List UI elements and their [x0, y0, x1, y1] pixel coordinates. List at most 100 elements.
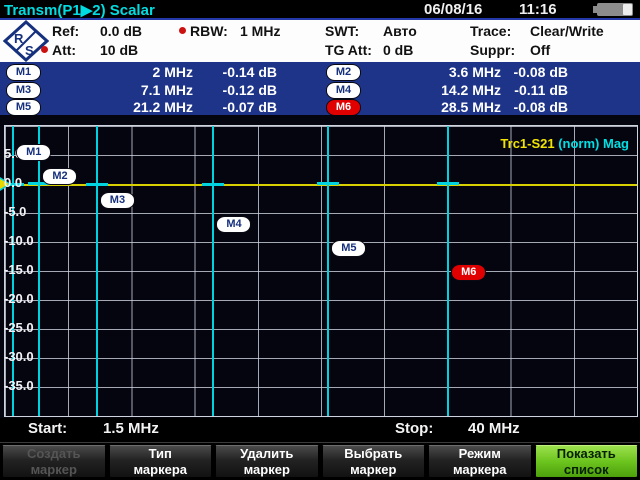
softkey-label-line: список	[563, 461, 609, 477]
marker-trace-point-m1	[2, 183, 25, 186]
chart-area: Trc1-S21 (norm) Mag M1 M2 M3 M4 M5 M6 5.0 0.0-…	[0, 115, 640, 418]
svg-text:R: R	[14, 31, 24, 46]
rohde-schwarz-logo-icon: R S	[3, 20, 49, 62]
softkey-label-line: маркер	[350, 461, 397, 477]
setting-value: Clear/Write	[530, 23, 604, 39]
marker-trace-point-m5	[317, 182, 340, 185]
setting-value: Off	[530, 42, 551, 58]
trace-name-label: Trc1-S21	[500, 136, 555, 151]
chart-marker-badge-m2[interactable]: M2	[42, 168, 78, 185]
marker-badge-m2[interactable]: M2	[326, 64, 361, 81]
softkey-5[interactable]: Режим маркера	[428, 445, 532, 478]
marker-level: -0.08 dB	[513, 64, 568, 80]
marker-trace-point-m2	[28, 182, 51, 185]
y-axis-tick-label: -35.0	[4, 378, 34, 393]
softkey-2[interactable]: Тип маркера	[108, 445, 212, 478]
trace-mode-label: (norm) Mag	[554, 136, 629, 151]
marker-frequency: 28.5 MHz	[441, 99, 501, 115]
setting-label: Trace:	[470, 23, 512, 39]
battery-icon	[593, 3, 633, 16]
marker-badge-m4[interactable]: M4	[326, 81, 361, 99]
setting-value: 10 dB	[100, 42, 139, 58]
start-freq-value: 1.5 MHz	[103, 420, 159, 437]
marker-badge-m5[interactable]: M5	[6, 99, 41, 116]
marker-trace-point-m3	[85, 183, 108, 186]
measurement-title: Transm(P1▶2) Scalar	[4, 2, 155, 19]
marker-badge-m1[interactable]: M1	[6, 64, 41, 81]
marker-level: -0.14 dB	[222, 64, 277, 80]
settings-header: R S Ref: 0.0 dB RBW: 1 MHz SWT: Авто Trace: Cle…	[0, 20, 640, 62]
setting-value: 0.0 dB	[100, 23, 143, 39]
title-bar: Transm(P1▶2) Scalar 06/08/16 11:16	[0, 0, 640, 20]
chart-marker-badge-m3[interactable]: M3	[99, 192, 135, 209]
y-axis-tick-label: -25.0	[4, 320, 34, 335]
stop-freq-label: Stop:	[395, 420, 434, 437]
stop-freq-value: 40 MHz	[468, 420, 520, 437]
y-axis-tick-label: -10.0	[4, 233, 34, 248]
marker-line-m6	[447, 126, 450, 416]
marker-frequency: 14.2 MHz	[441, 81, 501, 98]
y-axis-tick-label: 0.0	[4, 175, 23, 190]
marker-table: M1 2 MHz -0.14 dB M2 3.6 MHz -0.08 dB M3 7.1 MH…	[0, 62, 640, 116]
softkey-label-line: маркер	[243, 461, 290, 477]
setting-label: RBW:	[190, 23, 228, 39]
softkey-label-line: Тип	[148, 445, 172, 461]
marker-level: -0.11 dB	[514, 81, 568, 98]
date-label: 06/08/16	[424, 1, 483, 18]
setting-label: Suppr:	[470, 42, 516, 58]
softkey-label-line: Режим	[458, 445, 501, 461]
reference-level-arrow-icon	[0, 179, 9, 189]
y-axis-tick-label: -30.0	[4, 349, 34, 364]
marker-badge-m3[interactable]: M3	[6, 81, 41, 99]
softkey-label-line: маркера	[133, 461, 188, 477]
plot-grid: Trc1-S21 (norm) Mag M1 M2 M3 M4 M5 M6	[2, 125, 638, 417]
softkey-4[interactable]: Выбрать маркер	[321, 445, 425, 478]
marker-line-m4	[212, 126, 215, 416]
setting-value: 1 MHz	[240, 23, 281, 39]
changed-setting-dot	[41, 46, 48, 53]
marker-line-m1	[12, 126, 15, 416]
marker-level: -0.08 dB	[513, 99, 568, 115]
changed-setting-dot	[179, 27, 186, 34]
softkey-label-line: Выбрать	[344, 445, 403, 461]
y-axis-tick-label: -5.0	[4, 204, 27, 219]
marker-badge-m6[interactable]: M6	[326, 99, 361, 116]
softkey-6[interactable]: Показать список	[534, 445, 638, 478]
softkey-bar: Создать маркер Тип маркера Удалить маркер Выбр…	[0, 442, 640, 480]
softkey-label-line: Показать	[556, 445, 616, 461]
chart-marker-badge-m1[interactable]: M1	[16, 144, 52, 161]
start-freq-label: Start:	[28, 420, 68, 437]
chart-marker-badge-m6[interactable]: M6	[451, 264, 487, 281]
softkey-3[interactable]: Удалить маркер	[215, 445, 319, 478]
setting-label: Ref:	[52, 23, 80, 39]
marker-line-m5	[327, 126, 330, 416]
softkey-label-line: маркера	[452, 461, 507, 477]
softkey-label-line: маркер	[30, 461, 77, 477]
trace-line	[5, 184, 637, 186]
frequency-range-bar: Start: 1.5 MHz Stop: 40 MHz	[0, 418, 640, 442]
marker-frequency: 21.2 MHz	[133, 99, 193, 115]
y-axis-tick-label: -15.0	[4, 262, 34, 277]
softkey-1[interactable]: Создать маркер	[2, 445, 106, 478]
chart-marker-badge-m4[interactable]: M4	[216, 216, 252, 233]
marker-level: -0.07 dB	[222, 99, 277, 115]
marker-line-m3	[95, 126, 98, 416]
setting-label: TG Att:	[325, 42, 372, 58]
battery-terminal	[593, 6, 597, 13]
softkey-label-line: Удалить	[240, 445, 294, 461]
softkey-label-line: Создать	[27, 445, 81, 461]
marker-frequency: 7.1 MHz	[140, 81, 193, 98]
chart-marker-badge-m5[interactable]: M5	[331, 240, 367, 257]
battery-level-fill	[623, 4, 632, 15]
setting-value: Авто	[383, 23, 417, 39]
setting-label: Att:	[52, 42, 77, 58]
marker-trace-point-m4	[202, 183, 225, 186]
setting-value: 0 dB	[383, 42, 414, 58]
trace-label: Trc1-S21 (norm) Mag	[500, 136, 629, 151]
marker-line-m2	[38, 126, 41, 416]
time-label: 11:16	[519, 1, 557, 18]
setting-label: SWT:	[325, 23, 360, 39]
y-axis-tick-label: -20.0	[4, 291, 34, 306]
svg-text:S: S	[25, 43, 34, 58]
